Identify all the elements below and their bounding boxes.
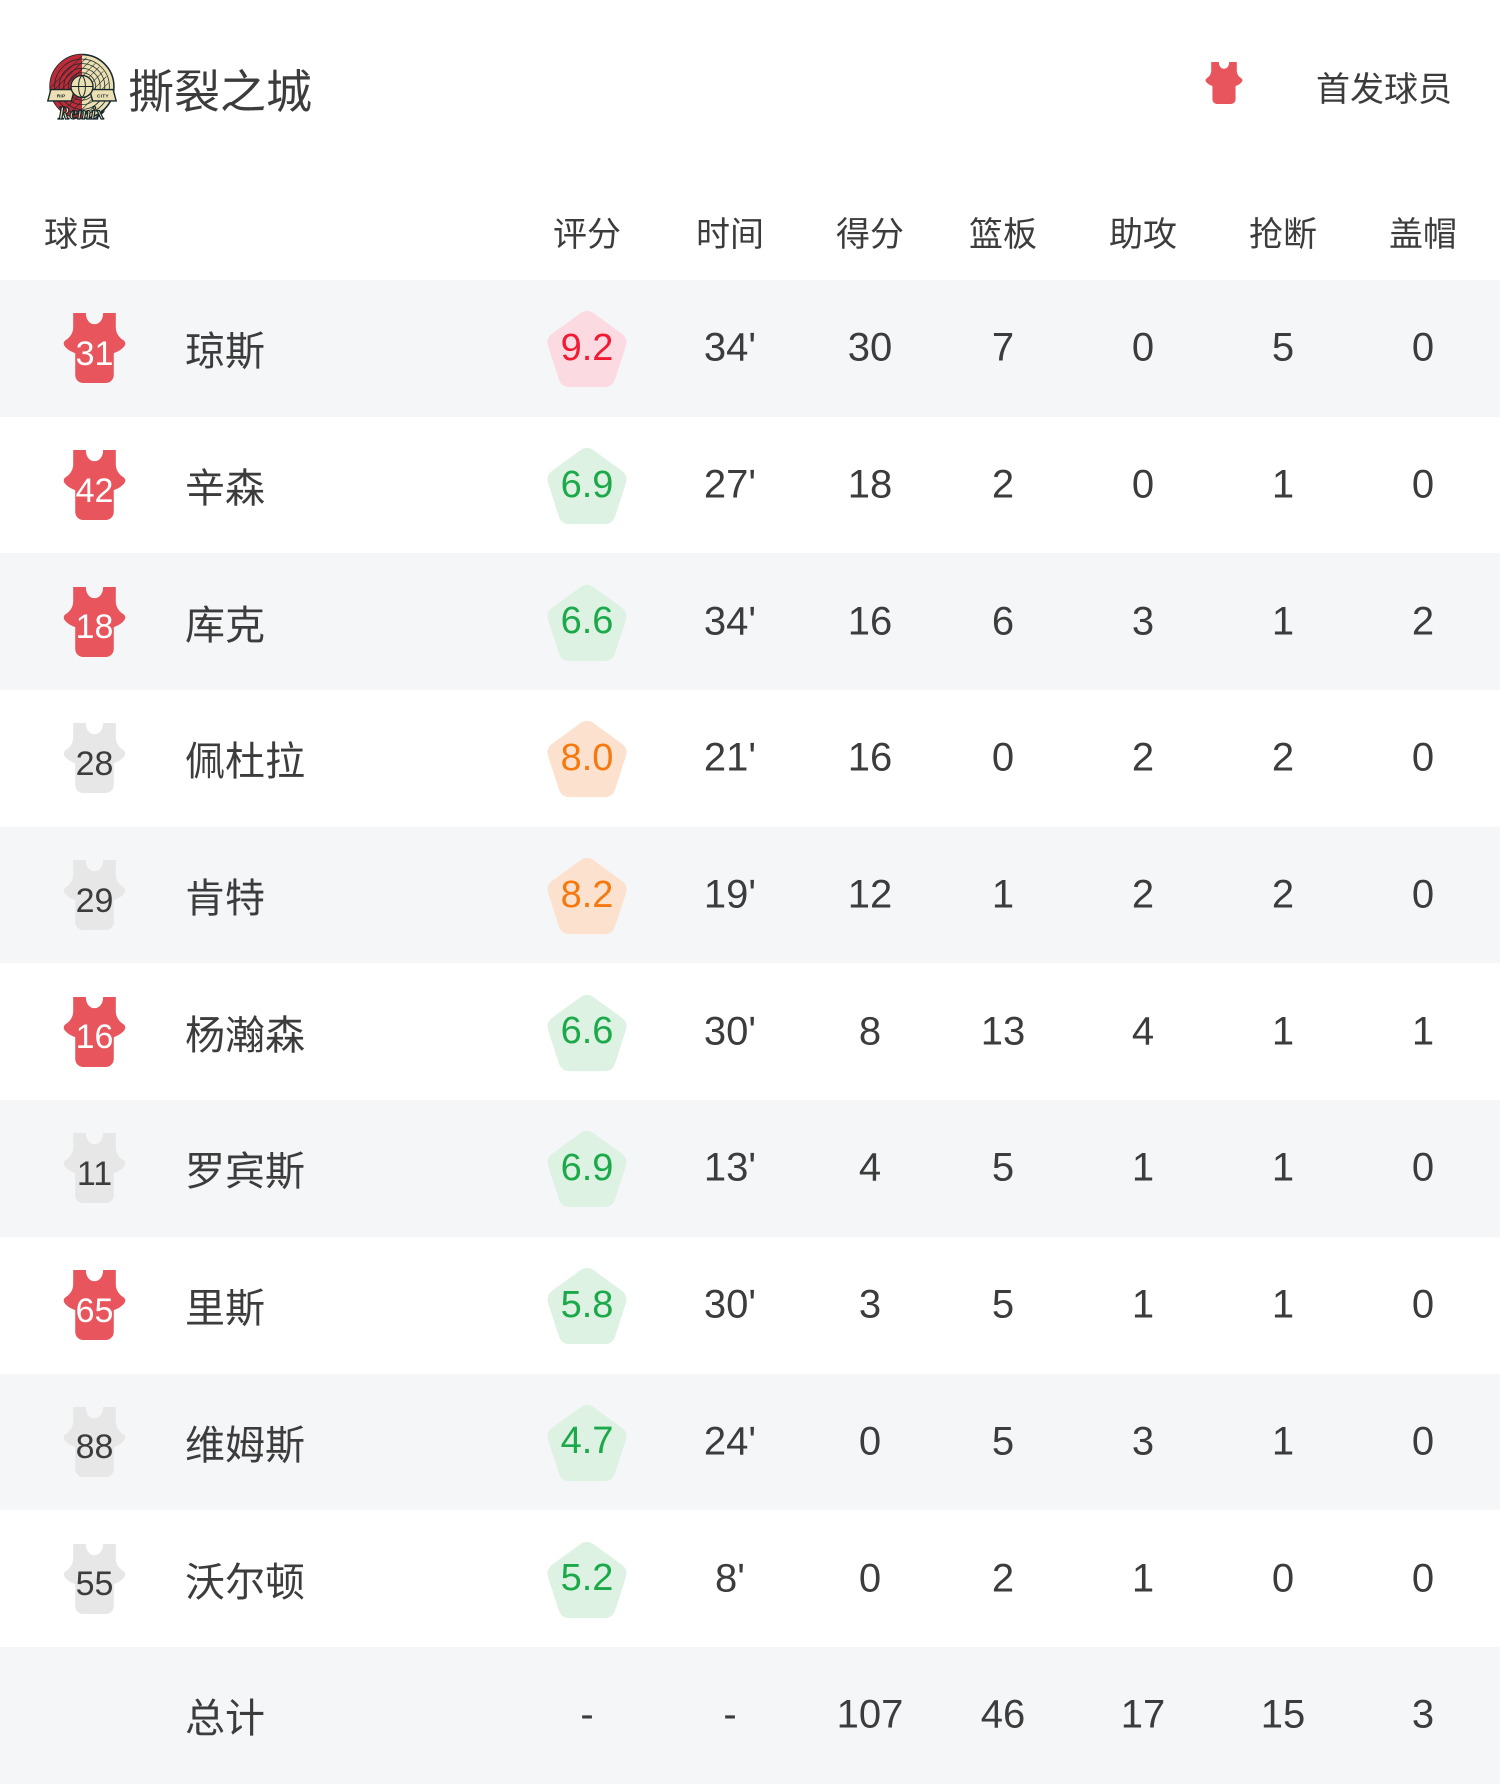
svg-text:Remix: Remix bbox=[57, 103, 105, 123]
svg-text:RIP: RIP bbox=[57, 94, 66, 100]
svg-text:CITY: CITY bbox=[97, 94, 110, 100]
